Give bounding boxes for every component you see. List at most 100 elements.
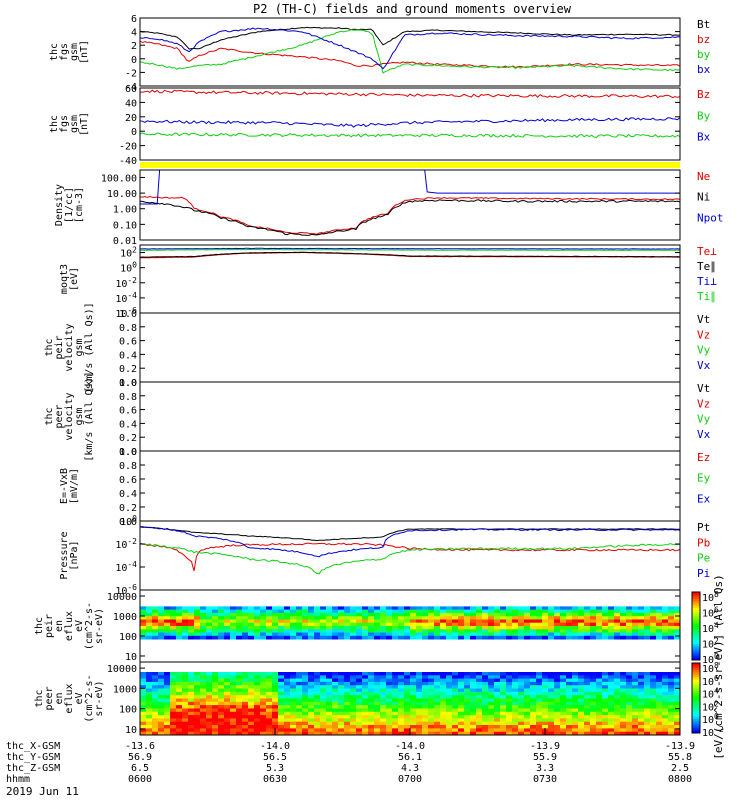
heat-cell [410, 609, 417, 614]
heat-cell [632, 612, 639, 617]
heat-cell [344, 718, 351, 723]
heat-cell [644, 728, 651, 733]
heat-cell [212, 616, 219, 620]
heat-cell [668, 619, 675, 624]
heat-cell [590, 711, 597, 716]
colorbar-cell [692, 719, 700, 722]
heat-cell [326, 701, 333, 706]
heat-cell [338, 619, 345, 624]
heat-cell [488, 629, 495, 633]
heat-cell [200, 616, 207, 620]
heat-cell [554, 635, 561, 640]
heat-cell [140, 711, 147, 716]
heat-cell [176, 629, 183, 633]
heat-cell [230, 619, 237, 624]
heat-cell [434, 711, 441, 716]
heat-cell [464, 698, 471, 703]
heat-cell [452, 695, 459, 699]
heat-cell [332, 616, 339, 620]
heat-cell [536, 672, 543, 676]
colorbar-cell [692, 650, 700, 654]
series-line-by [139, 29, 681, 74]
heat-cell [488, 718, 495, 723]
heat-cell [194, 616, 201, 620]
heat-cell [272, 715, 279, 719]
heat-cell [230, 616, 237, 620]
heat-cell [194, 609, 201, 614]
heat-cell [320, 721, 327, 726]
heat-cell [674, 619, 681, 624]
heat-cell [524, 698, 531, 703]
heat-cell [236, 701, 243, 706]
colorbar-tick-label: 102 [702, 637, 719, 651]
heat-cell [506, 688, 513, 693]
heat-cell [170, 675, 177, 679]
heat-cell [392, 612, 399, 617]
heat-cell [590, 691, 597, 696]
heat-cell [164, 691, 171, 696]
heat-cell [380, 691, 387, 696]
heat-cell [416, 635, 423, 640]
heat-cell [470, 715, 477, 719]
heat-cell [308, 705, 315, 709]
heat-cell [296, 718, 303, 723]
heat-cell [146, 698, 153, 703]
heat-cell [428, 711, 435, 716]
y-tick-label: 0.0 [119, 517, 137, 528]
heat-cell [338, 708, 345, 713]
heat-cell [458, 708, 465, 713]
y-axis-label: thc [34, 689, 45, 707]
heat-cell [440, 731, 447, 736]
heat-cell [458, 701, 465, 706]
heat-cell [560, 728, 567, 733]
heat-cell [398, 678, 405, 683]
heat-cell [608, 721, 615, 726]
heat-cell [500, 705, 507, 709]
heat-cell [590, 685, 597, 689]
heat-cell [500, 672, 507, 676]
heat-cell [380, 688, 387, 693]
heat-cell [500, 701, 507, 706]
heat-cell [338, 675, 345, 679]
heat-cell [626, 685, 633, 689]
heat-cell [500, 626, 507, 630]
heat-cell [596, 721, 603, 726]
time-axis-row-label: thc_Z-GSM [6, 763, 60, 774]
heat-cell [374, 626, 381, 630]
heat-cell [146, 691, 153, 696]
heat-cell [404, 725, 411, 729]
heat-cell [452, 609, 459, 614]
heat-cell [380, 632, 387, 637]
heat-cell [524, 715, 531, 719]
heat-cell [248, 681, 255, 686]
heat-cell [272, 612, 279, 617]
heat-cell [518, 715, 525, 719]
heat-cell [302, 691, 309, 696]
heat-cell [152, 681, 159, 686]
heat-cell [428, 622, 435, 627]
heat-cell [392, 678, 399, 683]
heat-cell [392, 629, 399, 633]
heat-cell [452, 701, 459, 706]
heat-cell [296, 705, 303, 709]
heat-cell [362, 616, 369, 620]
heat-cell [416, 681, 423, 686]
heat-cell [296, 672, 303, 676]
heat-cell [602, 688, 609, 693]
heat-cell [290, 612, 297, 617]
heat-cell [524, 606, 531, 611]
heat-cell [146, 708, 153, 713]
heat-cell [188, 711, 195, 716]
heat-cell [218, 698, 225, 703]
heat-cell [446, 728, 453, 733]
heat-cell [428, 691, 435, 696]
heat-cell [548, 616, 555, 620]
heat-cell [488, 626, 495, 630]
heat-cell [332, 731, 339, 736]
heat-cell [152, 715, 159, 719]
heat-cell [338, 715, 345, 719]
heat-cell [668, 718, 675, 723]
heat-cell [176, 622, 183, 627]
heat-cell [512, 632, 519, 637]
